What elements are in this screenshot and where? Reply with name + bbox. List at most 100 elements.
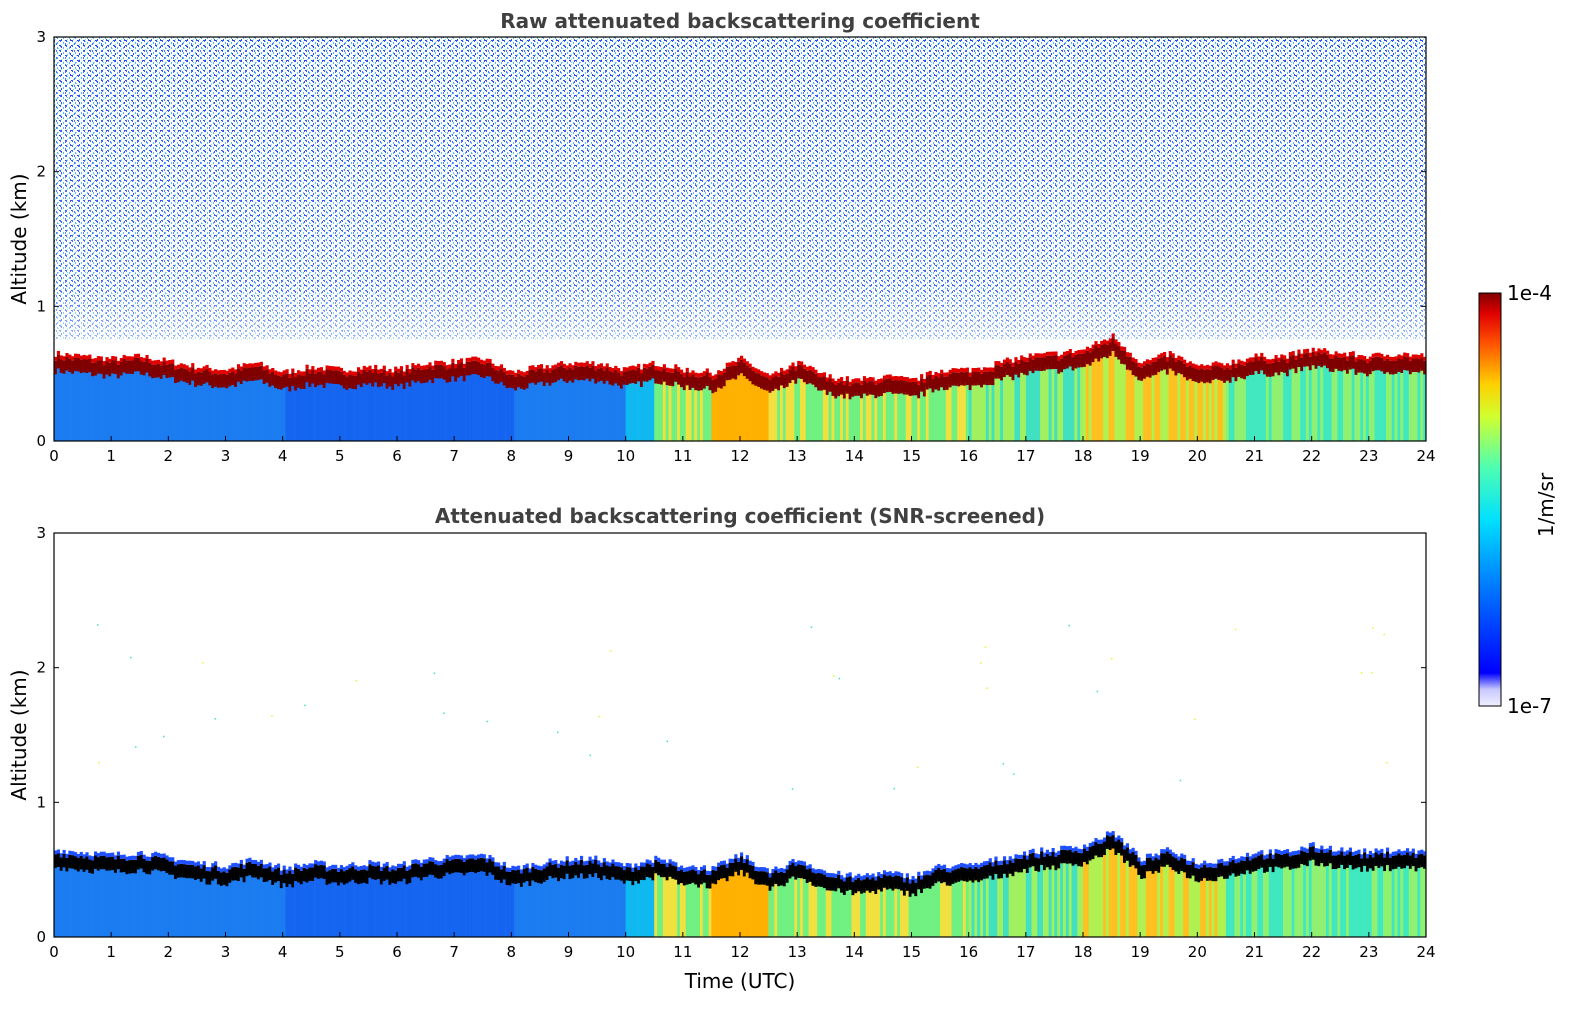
layer-column <box>242 377 246 441</box>
layer-column <box>519 884 524 937</box>
layer-top-band <box>399 867 404 882</box>
layer-top-band <box>845 380 849 394</box>
layer-column <box>651 877 655 937</box>
layer-column <box>1268 374 1272 441</box>
layer-top-band <box>605 367 609 381</box>
layer-top-band <box>336 871 341 886</box>
layer-top-band <box>948 872 952 886</box>
layer-edge <box>302 371 306 376</box>
layer-column <box>625 877 629 937</box>
layer-top-band <box>1180 857 1184 872</box>
layer-top-band <box>1354 854 1358 869</box>
layer-edge <box>891 872 895 878</box>
layer-edge <box>294 373 298 378</box>
layer-column <box>554 874 558 937</box>
layer-column <box>1097 854 1101 937</box>
layer-column <box>491 378 495 441</box>
layer-column <box>411 377 415 441</box>
layer-edge <box>679 865 684 870</box>
layer-top-band <box>485 862 489 876</box>
layer-top-band <box>539 870 544 884</box>
layer-top-band <box>920 378 924 392</box>
layer-top-band <box>176 864 181 878</box>
layer-top-band <box>1360 359 1364 373</box>
layer-top-band <box>488 363 492 377</box>
layer-edge <box>1077 848 1081 853</box>
layer-column <box>1208 877 1212 937</box>
layer-top-band <box>1308 356 1312 371</box>
layer-edge <box>1368 850 1372 855</box>
layer-edge <box>857 873 861 878</box>
layer-column <box>594 870 598 937</box>
layer-edge <box>599 363 604 368</box>
layer-column <box>1237 374 1241 441</box>
layer-edge <box>857 378 861 383</box>
layer-edge <box>814 369 818 374</box>
layer-top-band <box>994 365 998 379</box>
layer-top-band <box>1094 345 1098 359</box>
layer-edge <box>1274 355 1278 360</box>
layer-column <box>579 870 584 937</box>
layer-top-band <box>974 866 978 881</box>
layer-top-band <box>857 382 861 396</box>
layer-column <box>1285 863 1290 937</box>
layer-column <box>1100 854 1104 937</box>
layer-edge <box>1034 853 1038 858</box>
layer-top-band <box>508 871 512 886</box>
layer-top-band <box>588 367 592 382</box>
layer-edge <box>228 865 232 870</box>
layer-column <box>559 375 564 441</box>
layer-top-band <box>94 362 98 376</box>
layer-top-band <box>574 365 578 380</box>
noise-speck <box>214 718 217 720</box>
layer-column <box>505 385 509 441</box>
noise-speck <box>1194 718 1196 721</box>
layer-top-band <box>882 874 887 888</box>
layer-edge <box>179 859 183 864</box>
layer-column <box>408 880 412 937</box>
layer-top-band <box>1200 368 1204 382</box>
layer-column <box>82 869 86 937</box>
layer-top-band <box>985 371 989 386</box>
layer-top-band <box>494 370 498 384</box>
layer-top-band <box>391 376 395 390</box>
layer-column <box>382 878 386 937</box>
x-tick-label: 16 <box>959 943 978 961</box>
layer-column <box>1065 365 1070 441</box>
layer-top-band <box>577 366 581 381</box>
noise-speck <box>986 687 989 689</box>
layer-top-band <box>557 867 561 882</box>
layer-column <box>820 884 824 937</box>
layer-column <box>454 378 458 441</box>
layer-column <box>497 877 501 937</box>
layer-top-band <box>911 382 915 396</box>
layer-column <box>402 386 406 441</box>
layer-column <box>191 377 195 441</box>
layer-top-band <box>1285 362 1290 377</box>
layer-top-band <box>697 874 701 888</box>
layer-edge <box>579 362 584 367</box>
layer-top-band <box>379 372 384 387</box>
noise-speck <box>1372 627 1374 629</box>
layer-top-band <box>957 372 961 387</box>
layer-top-band <box>937 867 941 882</box>
layer-column <box>854 393 858 441</box>
layer-edge <box>1397 849 1401 854</box>
layer-column <box>468 372 472 441</box>
layer-edge <box>705 870 709 875</box>
layer-column <box>1240 375 1244 441</box>
layer-edge <box>1277 357 1281 362</box>
layer-column <box>965 879 969 937</box>
layer-top-band <box>711 379 715 394</box>
layer-top-band <box>1137 366 1141 381</box>
layer-edge <box>914 377 918 382</box>
layer-column <box>1180 371 1184 441</box>
layer-top-band <box>1154 857 1158 872</box>
layer-top-band <box>122 358 126 373</box>
layer-column <box>111 370 115 441</box>
layer-top-band <box>91 362 95 377</box>
layer-column <box>139 371 143 441</box>
layer-column <box>451 373 455 441</box>
layer-edge <box>68 354 72 359</box>
layer-top-band <box>834 877 838 892</box>
